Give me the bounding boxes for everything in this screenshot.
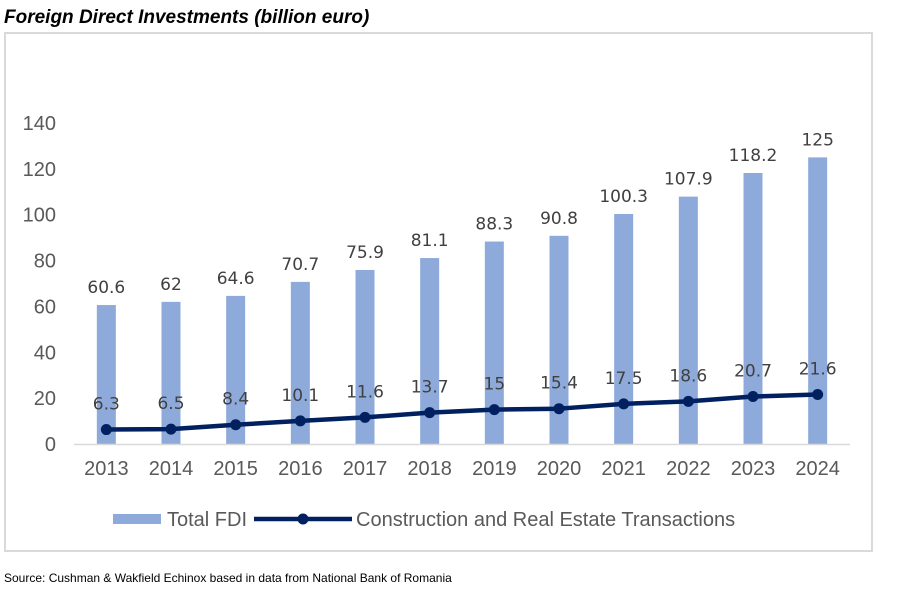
line-point xyxy=(165,423,177,435)
line-data-label: 20.7 xyxy=(734,362,772,382)
legend-label-construction: Construction and Real Estate Transaction… xyxy=(356,509,735,531)
bar-data-label: 75.9 xyxy=(346,243,384,263)
x-tick-label: 2021 xyxy=(601,458,646,480)
bar xyxy=(614,214,634,444)
line-point xyxy=(682,395,694,407)
line-point xyxy=(230,419,242,431)
line-point xyxy=(618,398,630,410)
line-point xyxy=(553,403,565,415)
line-data-label: 10.1 xyxy=(281,386,319,406)
legend: Total FDI Construction and Real Estate T… xyxy=(113,509,735,531)
y-tick-label: 0 xyxy=(45,434,56,456)
legend-label-total-fdi: Total FDI xyxy=(167,509,247,531)
line-point xyxy=(100,424,112,436)
line-point xyxy=(294,415,306,427)
bar-data-label: 88.3 xyxy=(475,215,513,235)
bar xyxy=(355,269,375,444)
bar-data-label: 125 xyxy=(801,130,833,150)
legend-marker-construction xyxy=(297,513,309,525)
bar-data-label: 100.3 xyxy=(599,187,648,207)
line-data-label: 6.3 xyxy=(93,395,120,415)
bar-data-labels: 60.6 62 64.6 70.7 75.9 81.1 88.3 90.8 100.3 107.9… xyxy=(87,130,833,298)
source-note: Source: Cushman & Wakfield Echinox based… xyxy=(4,571,452,585)
y-tick-label: 120 xyxy=(23,159,56,181)
line-data-label: 8.4 xyxy=(222,390,249,410)
y-tick-label: 100 xyxy=(23,205,56,227)
x-tick-label: 2020 xyxy=(537,458,582,480)
y-tick-label: 140 xyxy=(23,113,56,135)
line-data-label: 11.6 xyxy=(346,382,384,402)
line-point xyxy=(359,411,371,423)
line-data-label: 15 xyxy=(484,375,506,395)
bar xyxy=(743,172,763,444)
line-data-label: 18.6 xyxy=(669,366,707,386)
y-tick-label: 20 xyxy=(34,388,56,410)
bar-data-label: 70.7 xyxy=(281,255,319,275)
bar-data-label: 107.9 xyxy=(664,170,713,190)
bar-data-label: 64.6 xyxy=(217,269,255,289)
x-tick-label: 2017 xyxy=(343,458,388,480)
x-tick-label: 2019 xyxy=(472,458,517,480)
y-tick-label: 80 xyxy=(34,251,56,273)
y-tick-label: 40 xyxy=(34,342,56,364)
bar xyxy=(808,157,828,444)
line-data-label: 6.5 xyxy=(157,394,184,414)
line-point xyxy=(747,391,759,403)
line-point xyxy=(488,404,500,416)
line-data-label: 21.6 xyxy=(799,359,837,379)
x-tick-label: 2015 xyxy=(213,458,258,480)
line-data-label: 17.5 xyxy=(605,369,643,389)
bar-data-label: 60.6 xyxy=(87,278,125,298)
x-tick-label: 2022 xyxy=(666,458,711,480)
line-data-label: 15.4 xyxy=(540,374,578,394)
bar xyxy=(549,235,569,444)
line-series-construction xyxy=(100,388,824,436)
line-data-labels: 6.3 6.5 8.4 10.1 11.6 13.7 15 15.4 17.5 18.6 20.7 2… xyxy=(93,359,837,414)
line-data-label: 13.7 xyxy=(411,378,449,398)
line-point xyxy=(812,388,824,400)
legend-swatch-total-fdi xyxy=(113,514,161,524)
x-tick-label: 2023 xyxy=(731,458,776,480)
bar xyxy=(161,301,181,444)
bar-data-label: 90.8 xyxy=(540,209,578,229)
bar-data-label: 118.2 xyxy=(729,146,778,166)
x-tick-label: 2024 xyxy=(795,458,840,480)
bar xyxy=(290,281,310,444)
series-line xyxy=(106,392,818,432)
y-axis: 0 20 40 60 80 100 120 140 xyxy=(23,113,56,456)
chart-title: Foreign Direct Investments (billion euro… xyxy=(4,7,370,28)
bar xyxy=(420,258,440,444)
y-tick-label: 60 xyxy=(34,296,56,318)
bar xyxy=(96,305,116,444)
bar-data-label: 81.1 xyxy=(411,231,449,251)
bar-series-total-fdi xyxy=(96,157,828,444)
x-axis: 2013 2014 2015 2016 2017 2018 2019 2020 2021 2022… xyxy=(84,458,840,480)
bar xyxy=(226,295,246,444)
bar xyxy=(678,196,698,444)
bar xyxy=(484,241,504,444)
x-tick-label: 2013 xyxy=(84,458,129,480)
line-point xyxy=(424,407,436,419)
x-tick-label: 2018 xyxy=(407,458,452,480)
x-tick-label: 2014 xyxy=(149,458,194,480)
bar-data-label: 62 xyxy=(160,275,182,295)
x-tick-label: 2016 xyxy=(278,458,323,480)
